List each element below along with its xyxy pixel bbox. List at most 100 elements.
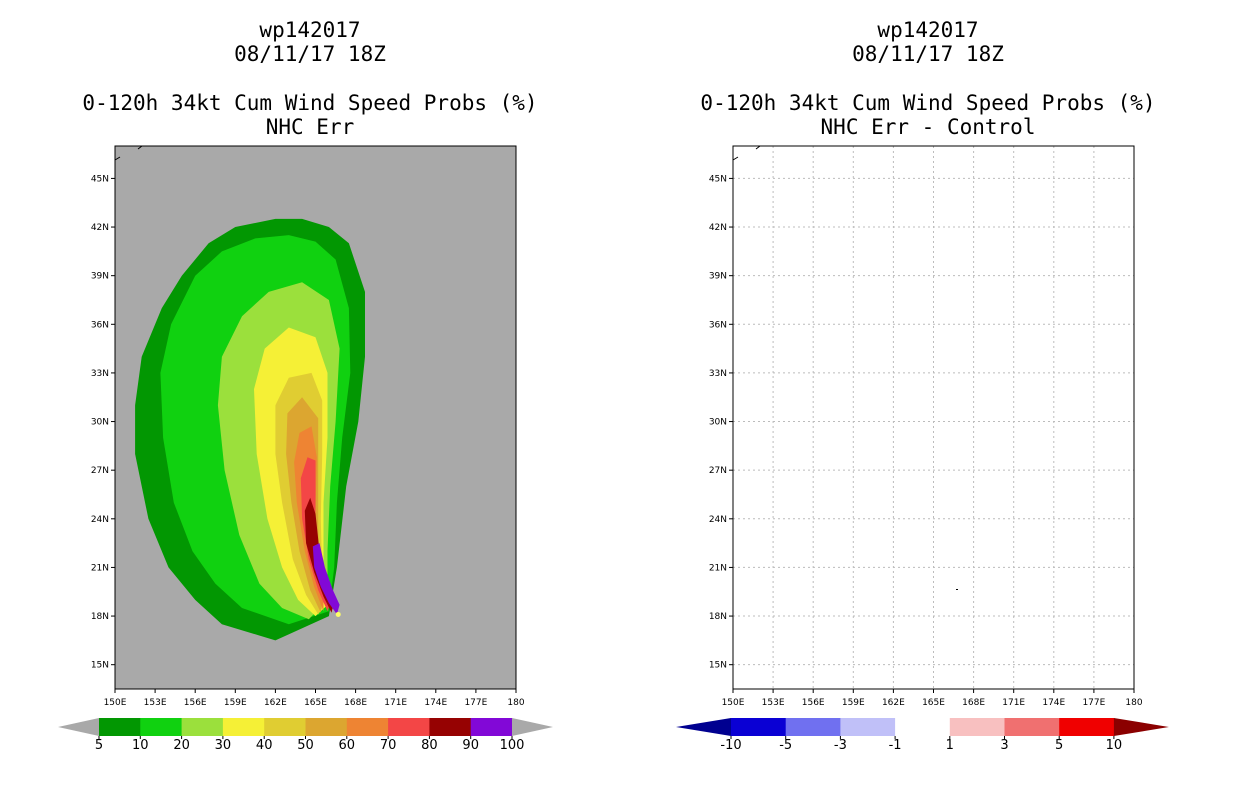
- x-tick-label: 153E: [762, 698, 785, 708]
- left-map: 150E 153E 156E 159E 162E 165E 168E 171E 174E 177E…: [91, 145, 525, 708]
- y-tick-label: 24N: [91, 515, 109, 525]
- x-tick-label: 156E: [184, 698, 207, 708]
- colorbar-label: 40: [256, 738, 273, 753]
- x-tick-label: 174E: [424, 698, 447, 708]
- y-tick-label: 30N: [91, 418, 109, 428]
- x-tick-label: 177E: [1082, 698, 1105, 708]
- colorbar-swatch: [140, 718, 183, 736]
- colorbar-swatch: [470, 718, 513, 736]
- x-tick-label: 150E: [104, 698, 127, 708]
- y-tick-label: 15N: [91, 661, 109, 671]
- colorbar-swatch: [264, 718, 306, 736]
- colorbar-swatch: [305, 718, 348, 736]
- colorbar-label: 10: [132, 738, 149, 753]
- y-tick-label: 45N: [91, 174, 109, 184]
- colorbar-swatch: [181, 718, 224, 736]
- y-tick-label: 18N: [709, 612, 727, 622]
- colorbar-label: 100: [500, 738, 525, 753]
- right-colorbar: -10 -5 -3 -1 1 3 5 10: [676, 718, 1169, 753]
- colorbar-swatch: [222, 718, 265, 736]
- colorbar-swatch: [1059, 718, 1115, 736]
- colorbar-label: 5: [95, 738, 103, 753]
- colorbar-label: 80: [421, 738, 438, 753]
- right-title-line-2: 08/11/17 18Z: [852, 42, 1004, 66]
- x-tick-label: 180: [507, 698, 524, 708]
- colorbar-swatch: [731, 718, 787, 736]
- colorbar-label: -10: [720, 738, 741, 753]
- y-tick-label: 36N: [91, 320, 109, 330]
- x-tick-label: 180: [1125, 698, 1142, 708]
- colorbar-label: -1: [889, 738, 902, 753]
- y-tick-label: 30N: [709, 418, 727, 428]
- y-tick-label: 27N: [709, 466, 727, 476]
- y-tick-label: 42N: [709, 223, 727, 233]
- x-tick-label: 153E: [144, 698, 167, 708]
- y-tick-label: 27N: [91, 466, 109, 476]
- right-subtitle: 0-120h 34kt Cum Wind Speed Probs (%) NHC…: [658, 91, 1198, 139]
- x-tick-label: 171E: [1002, 698, 1025, 708]
- left-title-line-1: wp142017: [259, 18, 361, 42]
- y-tick-label: 45N: [709, 174, 727, 184]
- left-subtitle-line-1: 0-120h 34kt Cum Wind Speed Probs (%): [82, 91, 538, 115]
- x-tick-label: 171E: [384, 698, 407, 708]
- x-tick-label: 165E: [922, 698, 945, 708]
- left-title: wp142017 08/11/17 18Z: [165, 18, 455, 66]
- colorbar-label: 30: [215, 738, 232, 753]
- x-tick-label: 168E: [962, 698, 985, 708]
- colorbar-low-end: [58, 718, 99, 736]
- colorbar-label: -5: [779, 738, 792, 753]
- y-tick-label: 18N: [91, 612, 109, 622]
- y-tick-label: 36N: [709, 320, 727, 330]
- y-tick-label: 15N: [709, 661, 727, 671]
- colorbar-label: 50: [297, 738, 314, 753]
- storm-position-marker: [335, 611, 341, 617]
- prob-contour-90: [312, 543, 340, 615]
- colorbar-swatch: [99, 718, 141, 736]
- x-tick-label: 168E: [344, 698, 367, 708]
- right-title: wp142017 08/11/17 18Z: [783, 18, 1073, 66]
- colorbar-label: 90: [462, 738, 479, 753]
- x-tick-label: 177E: [464, 698, 487, 708]
- left-title-line-2: 08/11/17 18Z: [234, 42, 386, 66]
- colorbar-swatch: [1004, 718, 1060, 736]
- colorbar-swatch: [429, 718, 472, 736]
- y-tick-label: 21N: [709, 563, 727, 573]
- y-tick-label: 24N: [709, 515, 727, 525]
- colorbar-label: 20: [173, 738, 190, 753]
- right-subtitle-line-2: NHC Err - Control: [820, 115, 1036, 139]
- x-tick-label: 174E: [1042, 698, 1065, 708]
- x-tick-label: 162E: [882, 698, 905, 708]
- y-tick-label: 39N: [709, 272, 727, 282]
- x-tick-label: 150E: [722, 698, 745, 708]
- x-tick-label: 159E: [842, 698, 865, 708]
- x-tick-label: 162E: [264, 698, 287, 708]
- left-subtitle-line-2: NHC Err: [265, 115, 355, 139]
- y-tick-label: 42N: [91, 223, 109, 233]
- colorbar-swatch: [840, 718, 896, 736]
- y-tick-label: 33N: [91, 369, 109, 379]
- colorbar-label: 10: [1106, 738, 1123, 753]
- y-tick-label: 39N: [91, 272, 109, 282]
- colorbar-low-end: [676, 718, 731, 736]
- left-subtitle: 0-120h 34kt Cum Wind Speed Probs (%) NHC…: [40, 91, 580, 139]
- x-tick-label: 165E: [304, 698, 327, 708]
- colorbar-swatch: [949, 718, 1005, 736]
- x-tick-label: 156E: [802, 698, 825, 708]
- colorbar-label: -3: [834, 738, 847, 753]
- colorbar-swatch: [895, 718, 951, 736]
- colorbar-label: 5: [1055, 738, 1063, 753]
- right-title-line-1: wp142017: [877, 18, 979, 42]
- colorbar-label: 3: [1000, 738, 1008, 753]
- y-tick-label: 21N: [91, 563, 109, 573]
- colorbar-label: 1: [946, 738, 954, 753]
- x-tick-label: 159E: [224, 698, 247, 708]
- colorbar-high-end: [1113, 718, 1169, 736]
- colorbar-swatch: [388, 718, 430, 736]
- y-tick-label: 33N: [709, 369, 727, 379]
- left-colorbar: 5 10 20 30 40 50 60 70 80 90 100: [58, 718, 553, 753]
- colorbar-swatch: [346, 718, 389, 736]
- storm-position-dot: [956, 589, 958, 590]
- right-map: 150E 153E 156E 159E 162E 165E 168E 171E 174E 177E…: [709, 145, 1143, 708]
- colorbar-swatch: [785, 718, 841, 736]
